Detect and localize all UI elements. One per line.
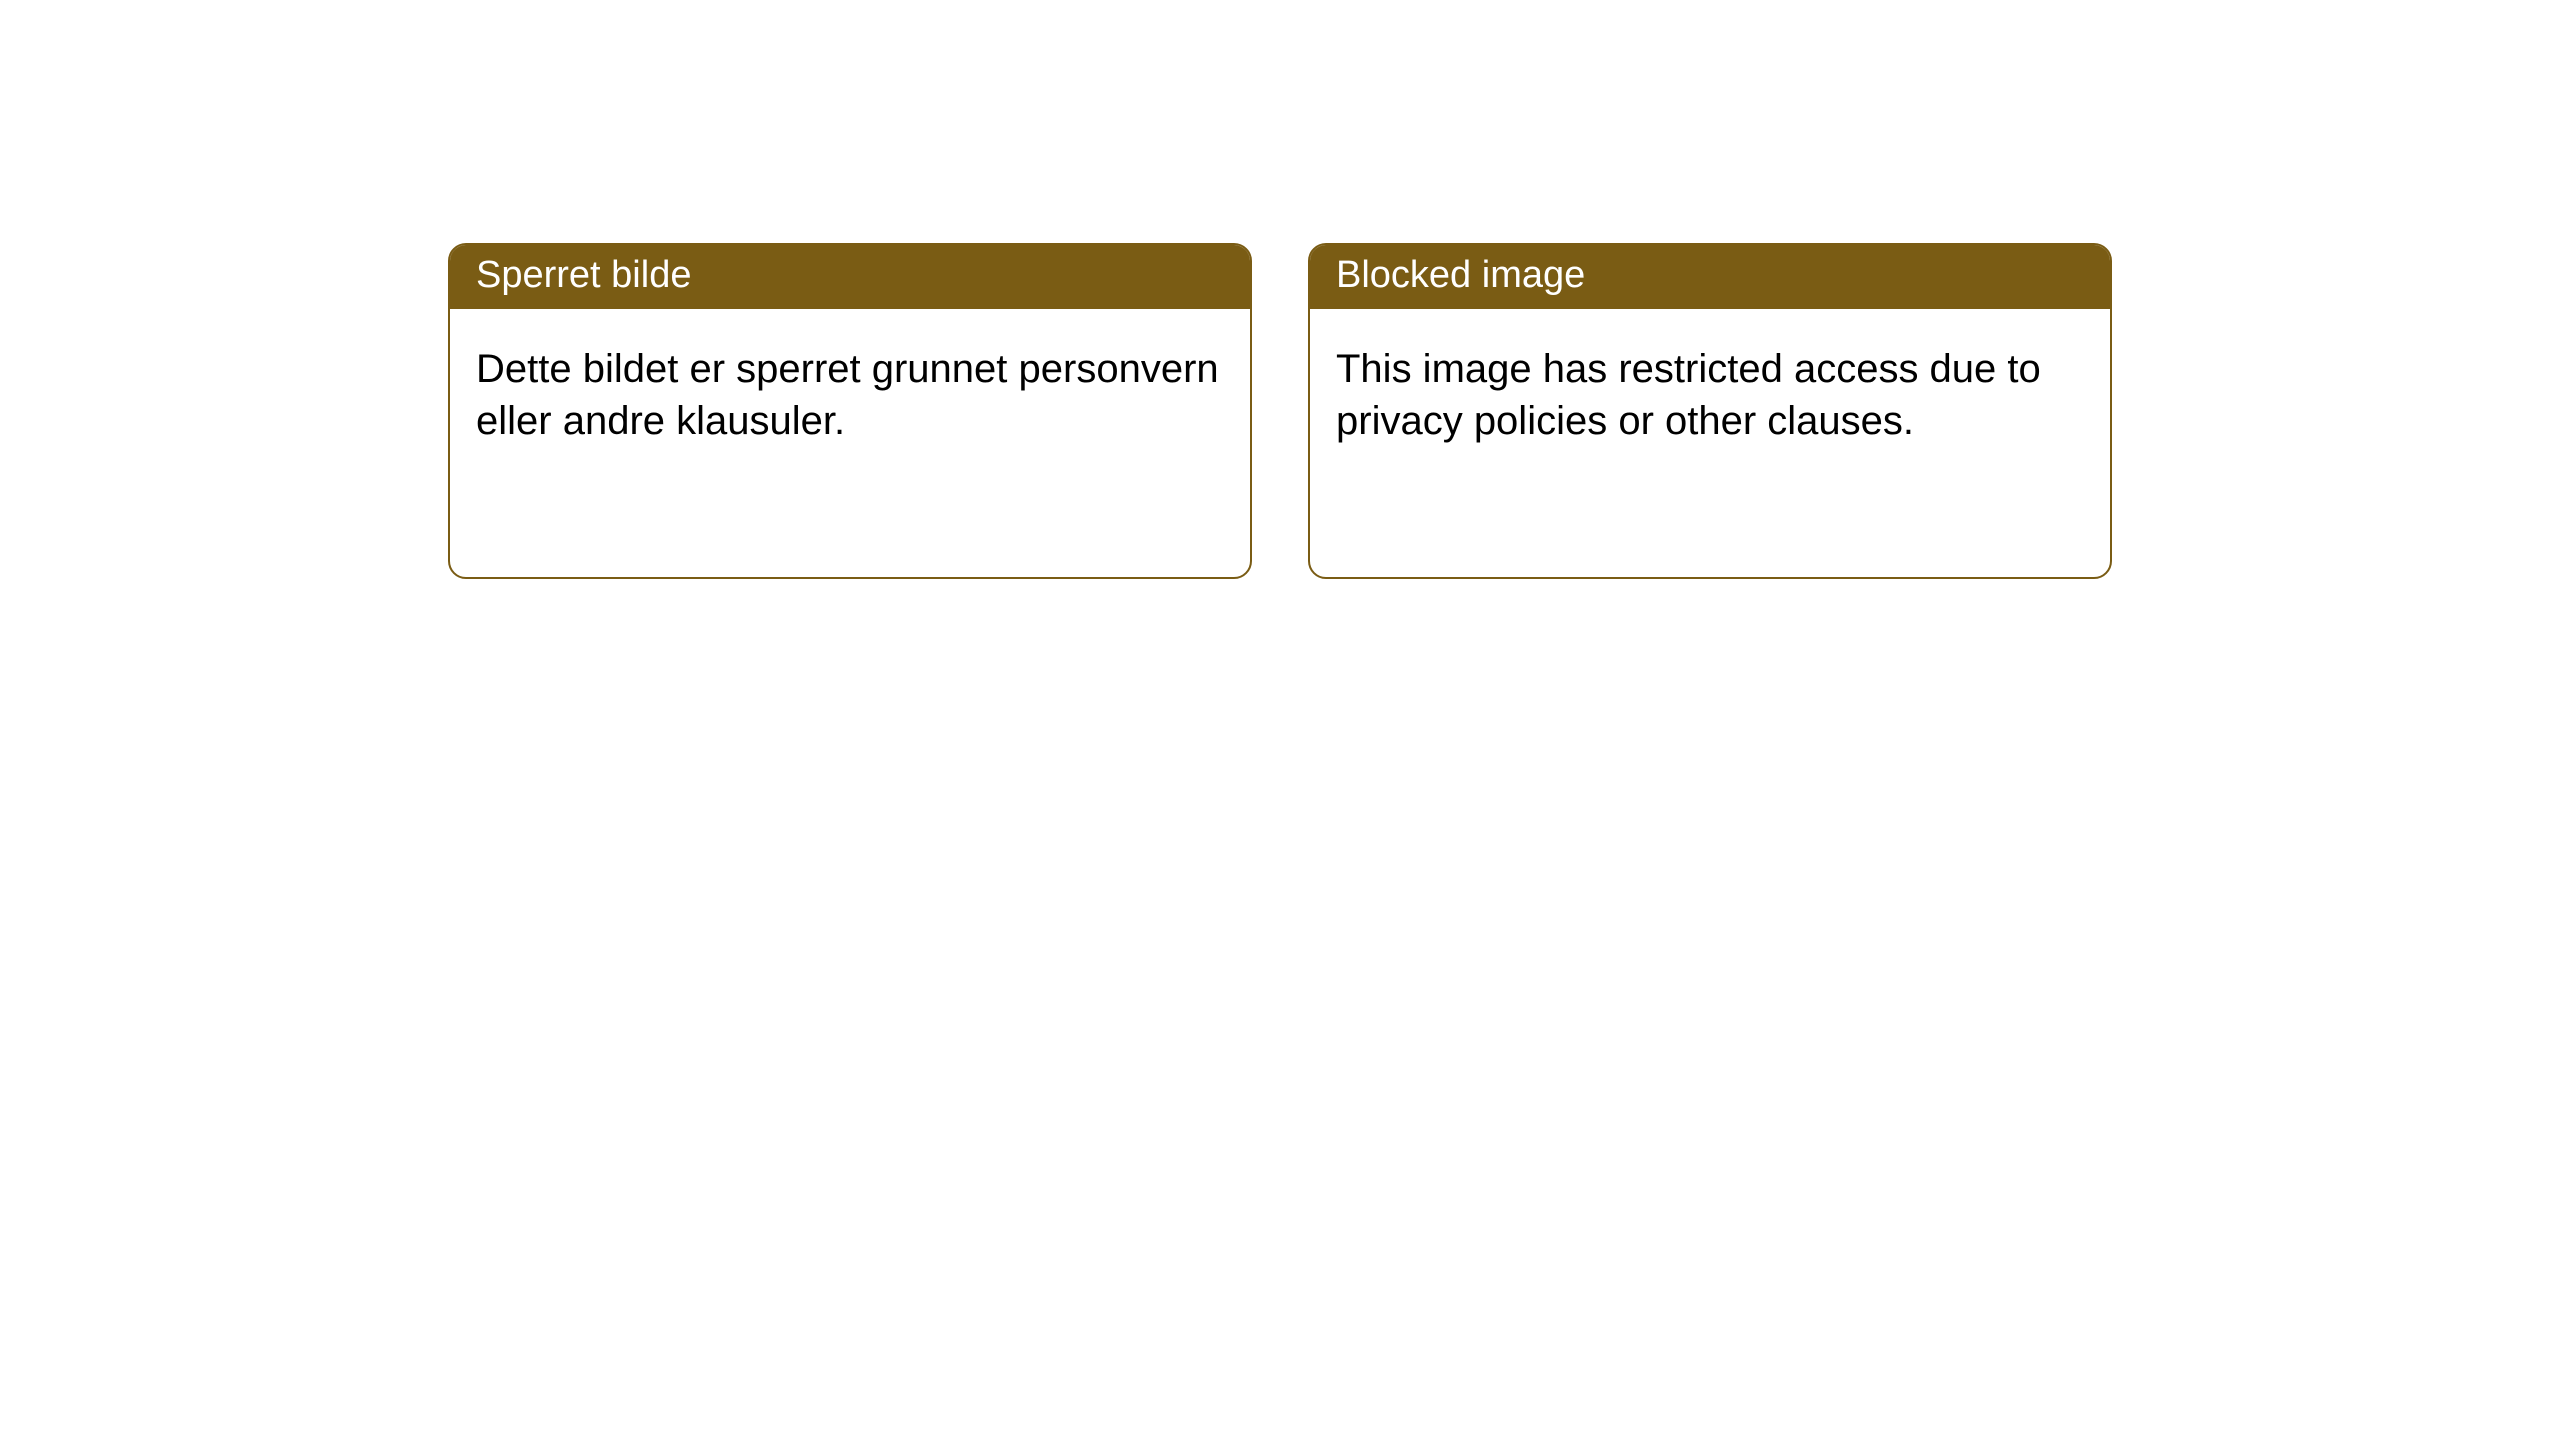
notice-container: Sperret bilde Dette bildet er sperret gr… [448, 243, 2112, 579]
notice-header: Blocked image [1310, 245, 2110, 309]
notice-body: This image has restricted access due to … [1310, 309, 2110, 483]
notice-card-english: Blocked image This image has restricted … [1308, 243, 2112, 579]
notice-header: Sperret bilde [450, 245, 1250, 309]
notice-body: Dette bildet er sperret grunnet personve… [450, 309, 1250, 483]
notice-card-norwegian: Sperret bilde Dette bildet er sperret gr… [448, 243, 1252, 579]
